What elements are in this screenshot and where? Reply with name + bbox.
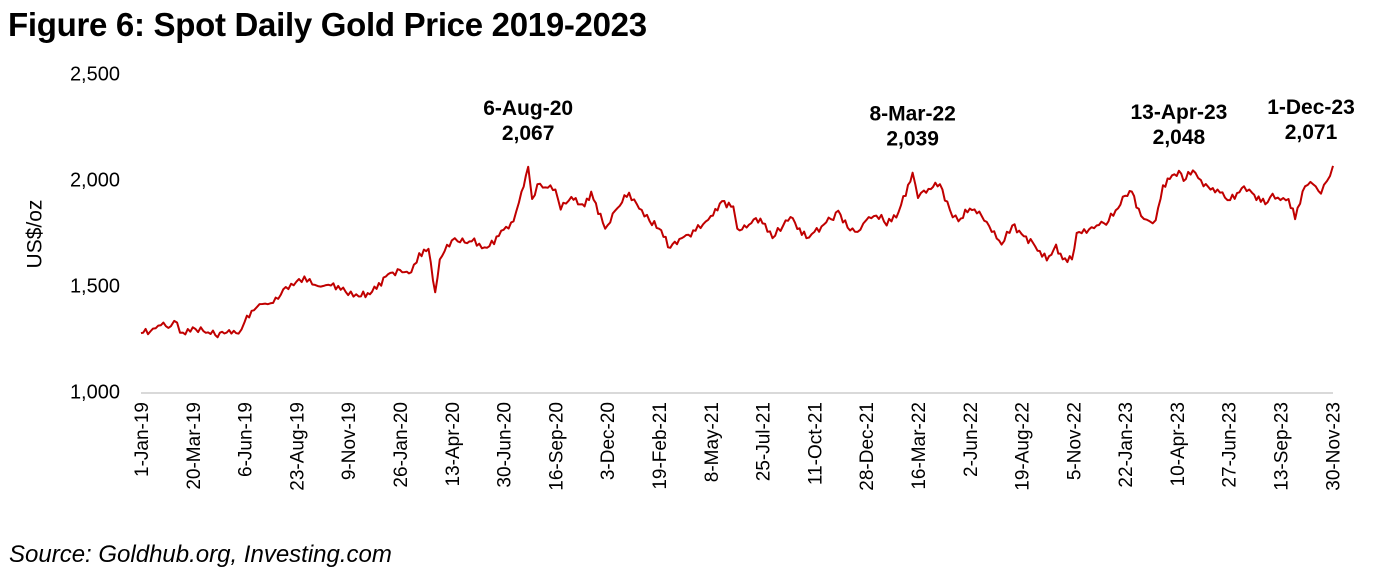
x-tick-label: 25-Jul-21 bbox=[754, 402, 775, 481]
annotations: 6-Aug-202,067 8-Mar-222,039 13-Apr-232,048… bbox=[483, 96, 1355, 151]
x-tick-label: 10-Apr-23 bbox=[1168, 402, 1189, 487]
annotation-date: 6-Aug-20 bbox=[483, 97, 573, 120]
y-tick-label: 2,500 bbox=[70, 63, 120, 85]
annotation-value: 2,067 bbox=[502, 122, 555, 145]
y-tick-label: 2,000 bbox=[70, 169, 120, 191]
x-tick-label: 3-Dec-20 bbox=[598, 402, 619, 480]
x-tick-label: 19-Feb-21 bbox=[650, 402, 671, 490]
x-tick-label: 2-Jun-22 bbox=[961, 402, 982, 477]
x-tick-label: 5-Nov-22 bbox=[1064, 402, 1085, 480]
annotation-date: 1-Dec-23 bbox=[1267, 96, 1355, 119]
annotation-date: 13-Apr-23 bbox=[1130, 101, 1227, 124]
x-tick-label: 13-Apr-20 bbox=[443, 402, 464, 487]
y-axis: 1,000 1,500 2,000 2,500 bbox=[70, 63, 120, 403]
figure-title: Figure 6: Spot Daily Gold Price 2019-202… bbox=[8, 6, 647, 43]
y-tick-label: 1,500 bbox=[70, 275, 120, 297]
x-tick-label: 27-Jun-23 bbox=[1220, 402, 1241, 488]
x-tick-label: 26-Jan-20 bbox=[391, 402, 412, 488]
x-tick-label: 16-Sep-20 bbox=[546, 402, 567, 491]
x-tick-label: 9-Nov-19 bbox=[339, 402, 360, 480]
x-tick-label: 11-Oct-21 bbox=[805, 402, 826, 485]
x-tick-label: 1-Jan-19 bbox=[132, 402, 153, 477]
source-note: Source: Goldhub.org, Investing.com bbox=[9, 541, 392, 568]
x-tick-label: 30-Nov-23 bbox=[1323, 402, 1344, 491]
series-line-spot-gold bbox=[140, 165, 1334, 339]
x-tick-label: 13-Sep-23 bbox=[1272, 402, 1293, 491]
x-tick-label: 23-Aug-19 bbox=[287, 402, 308, 491]
y-tick-label: 1,000 bbox=[70, 381, 120, 403]
y-axis-label: US$/oz bbox=[24, 200, 47, 269]
x-tick-label: 22-Jan-23 bbox=[1116, 402, 1137, 488]
x-tick-label: 19-Aug-22 bbox=[1013, 402, 1034, 491]
x-tick-label: 30-Jun-20 bbox=[495, 402, 516, 488]
annotation-date: 8-Mar-22 bbox=[869, 103, 955, 126]
x-axis: 1-Jan-19 20-Mar-19 6-Jun-19 23-Aug-19 9-Nov-… bbox=[132, 402, 1344, 491]
annotation-value: 2,048 bbox=[1153, 126, 1206, 149]
annotation-value: 2,071 bbox=[1285, 121, 1338, 144]
x-tick-label: 28-Dec-21 bbox=[857, 402, 878, 491]
x-tick-label: 16-Mar-22 bbox=[909, 402, 930, 490]
annotation-value: 2,039 bbox=[886, 128, 939, 151]
x-tick-label: 6-Jun-19 bbox=[236, 402, 257, 477]
x-tick-label: 8-May-21 bbox=[702, 402, 723, 482]
x-tick-label: 20-Mar-19 bbox=[184, 402, 205, 490]
